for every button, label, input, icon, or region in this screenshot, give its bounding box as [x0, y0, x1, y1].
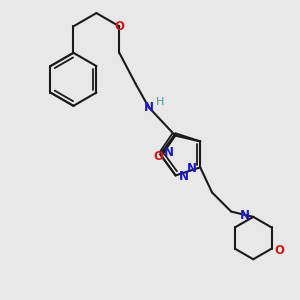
- Text: N: N: [164, 146, 174, 159]
- Text: H: H: [156, 97, 164, 107]
- Text: N: N: [187, 162, 197, 176]
- Text: N: N: [179, 170, 189, 183]
- Text: O: O: [114, 20, 124, 33]
- Text: N: N: [144, 101, 154, 114]
- Text: N: N: [240, 209, 250, 222]
- Text: O: O: [275, 244, 285, 256]
- Text: O: O: [153, 150, 164, 163]
